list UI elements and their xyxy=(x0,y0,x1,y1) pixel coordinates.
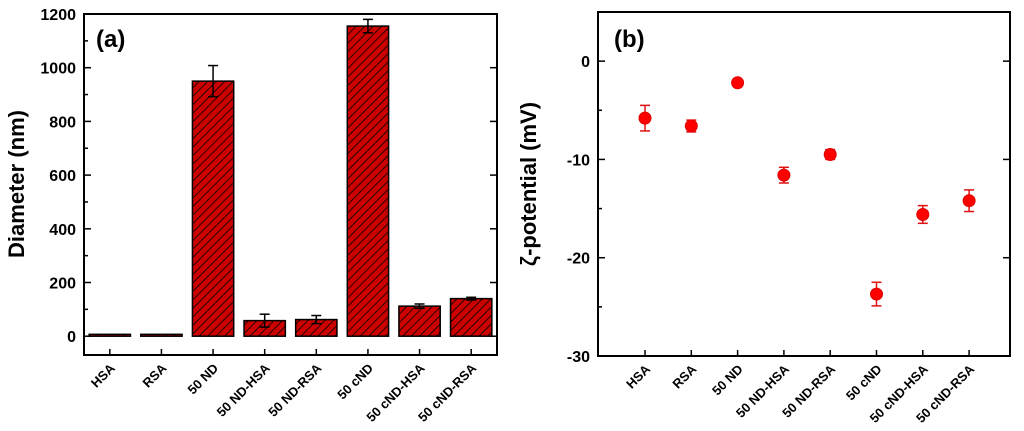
panel-a-bar xyxy=(191,80,235,337)
panel-a-y-tick-label: 200 xyxy=(49,276,76,293)
panel-b-y-axis: 0 -10 -20 -30 xyxy=(567,54,1010,366)
panel-a-y-tick-label: 1000 xyxy=(40,61,76,78)
panel-a-bar xyxy=(140,333,183,337)
panel-a-x-tick-label: HSA xyxy=(88,360,118,390)
panel-a-y-tick-label: 1200 xyxy=(40,7,76,24)
panel-a-y-axis: 0 200 400 600 800 1000 1200 xyxy=(40,7,497,346)
panel-b-point xyxy=(684,119,698,133)
panel-b-point xyxy=(777,168,791,182)
panel-a-x-tick-label: 50 ND xyxy=(185,361,222,398)
panel-a-y-axis-title: Diameter (nm) xyxy=(4,110,29,258)
panel-b-point xyxy=(916,207,930,221)
panel-b-point xyxy=(962,194,976,208)
panel-a-y-tick-label: 600 xyxy=(49,168,76,185)
panel-b-y-tick-label: -20 xyxy=(567,251,590,268)
panel-a-bars xyxy=(88,18,493,337)
panel-b-x-tick-label: HSA xyxy=(623,361,653,391)
panel-a-bar xyxy=(398,305,441,337)
panel-a-x-tick-label: 50 cND xyxy=(334,361,376,403)
panel-b-y-tick-label: 0 xyxy=(581,54,590,71)
panel-a-x-tick-label: 50 ND-RSA xyxy=(265,360,325,420)
panel-a-y-tick-label: 0 xyxy=(67,329,76,346)
panel-a-x-tick-label: 50 ND-HSA xyxy=(214,360,274,420)
panel-a-plot-frame xyxy=(83,13,498,356)
panel-b-x-tick-label: 50 ND xyxy=(709,362,746,399)
panel-b-point xyxy=(638,111,652,125)
panel-b-label: (b) xyxy=(614,26,645,53)
panel-a-x-tick-label: RSA xyxy=(140,360,170,390)
panel-b-point xyxy=(870,287,883,301)
panel-b-y-tick-label: -30 xyxy=(567,349,590,366)
panel-b-point xyxy=(823,148,837,162)
panel-a-y-tick-label: 800 xyxy=(49,114,76,131)
panel-a-bar xyxy=(88,333,132,337)
panel-a-y-tick-label: 400 xyxy=(49,222,76,239)
panel-b-x-tick-label: RSA xyxy=(669,361,699,391)
panel-a-bar xyxy=(346,25,390,337)
panel-a-bar xyxy=(449,297,493,337)
panel-b-y-tick-label: -10 xyxy=(567,152,590,169)
panel-b-point xyxy=(731,76,745,90)
panel-b-y-axis-title: ζ-potential (mV) xyxy=(516,102,541,266)
panel-b-x-tick-label: 50 cND xyxy=(843,362,885,404)
panel-b-points xyxy=(638,76,976,307)
panel-b-plot-frame xyxy=(597,11,1011,357)
panel-a-label: (a) xyxy=(96,26,125,53)
